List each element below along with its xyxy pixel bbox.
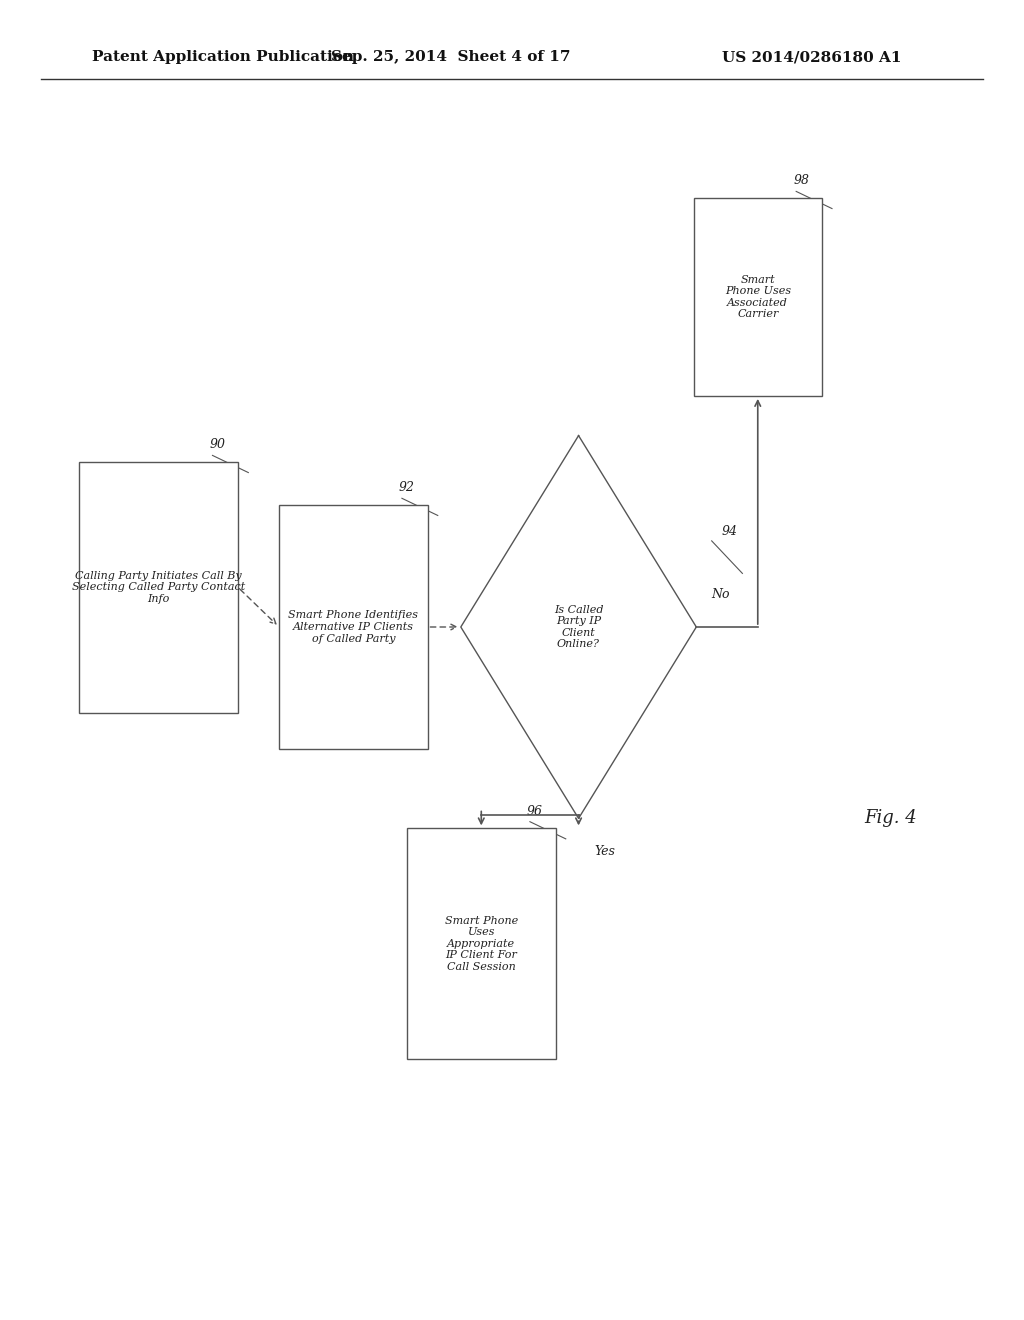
Text: 94: 94	[722, 525, 738, 537]
Bar	[407, 829, 555, 1059]
Text: Smart
Phone Uses
Associated
Carrier: Smart Phone Uses Associated Carrier	[725, 275, 791, 319]
Bar	[279, 506, 428, 750]
Text: No: No	[712, 587, 730, 601]
Polygon shape	[461, 436, 696, 818]
Bar	[694, 198, 821, 396]
Text: Calling Party Initiates Call By
Selecting Called Party Contact
Info: Calling Party Initiates Call By Selectin…	[72, 570, 246, 605]
Text: US 2014/0286180 A1: US 2014/0286180 A1	[722, 50, 901, 65]
Text: Fig. 4: Fig. 4	[864, 809, 918, 828]
Text: 90: 90	[210, 438, 225, 451]
Text: Smart Phone
Uses
Appropriate
IP Client For
Call Session: Smart Phone Uses Appropriate IP Client F…	[444, 916, 518, 972]
Text: Is Called
Party IP
Client
Online?: Is Called Party IP Client Online?	[554, 605, 603, 649]
Text: 96: 96	[527, 805, 543, 818]
Text: 98: 98	[794, 174, 809, 187]
Text: Sep. 25, 2014  Sheet 4 of 17: Sep. 25, 2014 Sheet 4 of 17	[331, 50, 570, 65]
Text: Patent Application Publication: Patent Application Publication	[92, 50, 354, 65]
Text: Yes: Yes	[594, 845, 614, 858]
Text: Smart Phone Identifies
Alternative IP Clients
of Called Party: Smart Phone Identifies Alternative IP Cl…	[289, 610, 418, 644]
Text: 92: 92	[399, 482, 415, 494]
Bar	[80, 462, 238, 713]
